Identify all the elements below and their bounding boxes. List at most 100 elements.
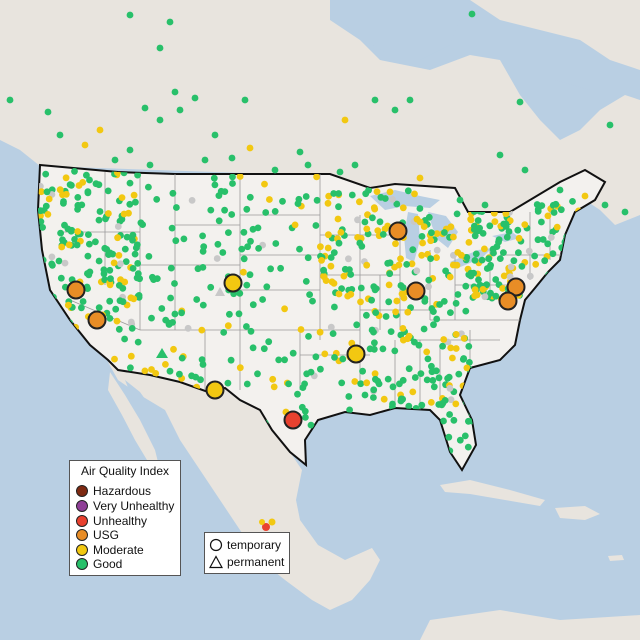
- station-dot[interactable]: [341, 265, 349, 273]
- station-dot[interactable]: [447, 309, 454, 316]
- station-dot[interactable]: [399, 204, 407, 212]
- station-dot[interactable]: [544, 212, 552, 220]
- station-dot[interactable]: [265, 338, 273, 346]
- station-dot[interactable]: [428, 368, 436, 376]
- station-dot[interactable]: [496, 151, 504, 159]
- station-dot[interactable]: [385, 298, 393, 306]
- station-dot[interactable]: [325, 192, 333, 200]
- station-dot[interactable]: [55, 257, 63, 265]
- station-dot[interactable]: [347, 290, 355, 298]
- station-dot[interactable]: [341, 116, 349, 124]
- station-dot[interactable]: [215, 217, 223, 225]
- station-dot[interactable]: [171, 280, 178, 287]
- station-dot[interactable]: [465, 343, 473, 350]
- station-dot[interactable]: [335, 203, 342, 211]
- station-dot[interactable]: [67, 227, 75, 235]
- station-dot[interactable]: [74, 194, 82, 201]
- station-dot[interactable]: [169, 189, 177, 197]
- station-dot[interactable]: [521, 166, 529, 174]
- usg-station-marker[interactable]: [498, 291, 518, 311]
- station-dot[interactable]: [471, 222, 478, 230]
- station-dot[interactable]: [260, 345, 268, 353]
- station-dot[interactable]: [129, 231, 137, 239]
- station-dot[interactable]: [502, 210, 510, 218]
- station-dot[interactable]: [446, 273, 454, 281]
- station-dot[interactable]: [429, 377, 437, 384]
- station-dot[interactable]: [328, 278, 336, 286]
- station-dot[interactable]: [334, 215, 342, 223]
- station-dot[interactable]: [188, 372, 196, 380]
- station-dot[interactable]: [262, 209, 270, 216]
- station-dot[interactable]: [45, 195, 53, 203]
- station-dot[interactable]: [464, 443, 472, 451]
- station-dot[interactable]: [306, 291, 313, 298]
- station-dot[interactable]: [359, 367, 366, 375]
- station-dot[interactable]: [214, 240, 222, 248]
- station-dot[interactable]: [92, 238, 99, 246]
- station-dot[interactable]: [377, 193, 385, 201]
- station-dot[interactable]: [271, 208, 279, 215]
- station-dot[interactable]: [481, 293, 489, 301]
- station-dot[interactable]: [330, 249, 338, 256]
- station-dot[interactable]: [368, 296, 375, 304]
- station-dot[interactable]: [312, 353, 320, 361]
- station-dot[interactable]: [207, 206, 215, 214]
- station-dot[interactable]: [229, 173, 236, 181]
- station-dot[interactable]: [294, 390, 301, 398]
- station-dot[interactable]: [425, 213, 433, 221]
- station-dot[interactable]: [446, 384, 454, 392]
- station-dot[interactable]: [452, 345, 460, 352]
- station-dot[interactable]: [441, 229, 448, 236]
- unhealthy-station-marker[interactable]: [262, 523, 270, 531]
- station-dot[interactable]: [357, 298, 364, 306]
- station-dot[interactable]: [447, 396, 455, 404]
- station-dot[interactable]: [365, 186, 372, 194]
- station-dot[interactable]: [447, 344, 455, 352]
- station-dot[interactable]: [368, 326, 376, 334]
- station-dot[interactable]: [357, 284, 365, 292]
- station-dot[interactable]: [96, 126, 104, 134]
- station-dot[interactable]: [198, 326, 206, 334]
- station-dot[interactable]: [427, 237, 435, 245]
- station-dot[interactable]: [249, 225, 257, 233]
- station-dot[interactable]: [370, 386, 378, 394]
- station-dot[interactable]: [95, 216, 103, 224]
- station-dot[interactable]: [387, 328, 395, 335]
- station-dot[interactable]: [405, 402, 413, 410]
- station-dot[interactable]: [487, 261, 494, 269]
- station-dot[interactable]: [356, 239, 364, 247]
- station-dot[interactable]: [440, 417, 447, 425]
- station-dot[interactable]: [62, 190, 70, 198]
- station-dot[interactable]: [114, 234, 121, 242]
- station-dot[interactable]: [427, 399, 435, 406]
- station-dot[interactable]: [356, 198, 363, 206]
- station-dot[interactable]: [354, 234, 361, 241]
- station-dot[interactable]: [219, 249, 227, 256]
- station-dot[interactable]: [324, 199, 332, 207]
- station-dot[interactable]: [496, 255, 504, 262]
- station-dot[interactable]: [114, 223, 122, 230]
- station-dot[interactable]: [120, 210, 128, 218]
- station-dot[interactable]: [199, 232, 207, 240]
- station-dot[interactable]: [361, 218, 369, 226]
- station-dot[interactable]: [345, 255, 352, 263]
- station-dot[interactable]: [400, 294, 408, 302]
- station-dot[interactable]: [254, 370, 261, 378]
- station-dot[interactable]: [170, 345, 177, 353]
- station-dot[interactable]: [131, 250, 139, 258]
- station-dot[interactable]: [557, 206, 565, 214]
- station-dot[interactable]: [416, 218, 424, 226]
- station-dot[interactable]: [178, 309, 186, 317]
- station-dot[interactable]: [391, 106, 399, 114]
- station-dot[interactable]: [301, 407, 309, 415]
- station-dot[interactable]: [424, 355, 432, 363]
- station-dot[interactable]: [544, 240, 552, 248]
- station-dot[interactable]: [478, 256, 486, 264]
- station-dot[interactable]: [229, 180, 236, 187]
- station-dot[interactable]: [81, 141, 89, 149]
- station-dot[interactable]: [403, 261, 411, 268]
- station-dot[interactable]: [335, 290, 343, 298]
- station-dot[interactable]: [65, 241, 73, 249]
- station-dot[interactable]: [465, 417, 472, 425]
- station-dot[interactable]: [430, 308, 437, 315]
